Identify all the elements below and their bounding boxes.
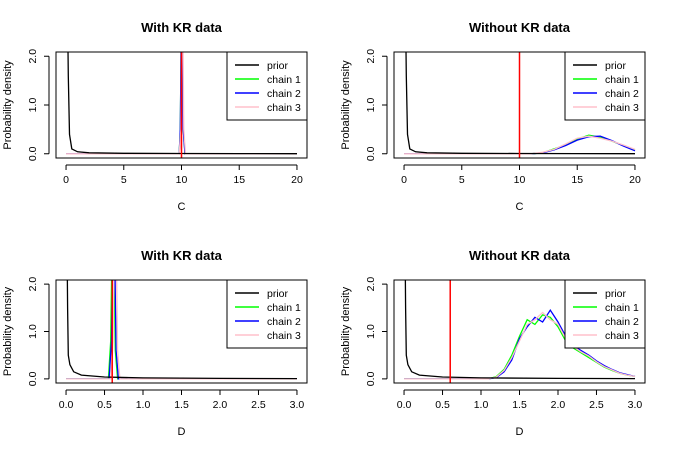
y-tick-label: 0.0 [365,146,377,161]
x-tick-label: 20 [291,174,303,186]
plot-area [404,52,636,158]
y-tick-label: 1.0 [365,98,377,113]
x-tick-label: 5 [459,174,465,186]
x-tick-label: 0 [401,174,407,186]
x-tick-label: 1.0 [136,399,151,411]
legend-box [226,51,308,121]
y-tick-label: 0.0 [365,371,377,386]
legend-label: chain 2 [267,316,301,328]
legend-label: chain 2 [605,316,639,328]
y-tick-label: 0.0 [27,146,39,161]
x-tick-label: 20 [629,174,641,186]
legend-label: chain 1 [267,74,301,86]
chart-title: Without KR data [469,20,571,35]
x-axis-label: C [178,201,186,213]
series-chain-3 [66,280,297,380]
legend-label: chain 2 [267,88,301,100]
legend-label: chain 3 [605,102,639,114]
legend: prior chain 1 chain 2 chain 3 [564,279,646,349]
series-prior [405,52,636,155]
series-prior [66,280,298,380]
x-tick-label: 0.5 [435,399,450,411]
legend-label: chain 2 [605,88,639,100]
x-tick-label: 1.0 [474,399,489,411]
plot-area [66,52,298,158]
legend-label: prior [605,60,627,72]
series-chain-2 [66,280,297,380]
x-tick-label: 2.5 [589,399,604,411]
legend-label: chain 1 [605,302,639,314]
x-tick-label: 0 [63,174,69,186]
x-tick-label: 0.0 [397,399,412,411]
series-prior [67,52,298,155]
x-tick-label: 15 [233,174,245,186]
legend-label: chain 1 [605,74,639,86]
x-tick-label: 10 [514,174,526,186]
chart-title: With KR data [141,248,223,263]
plot-area [66,280,298,383]
chart-panel-3: With KR data D Probability density 0.0 0.5 1.… [2,248,308,438]
y-tick-label: 1.0 [27,98,39,113]
chart-panel-1: With KR data C Probability density 0 5 10 15 20… [2,20,308,213]
x-axis-label: C [516,201,524,213]
y-axis-label: Probability density [2,286,14,376]
x-tick-label: 15 [571,174,583,186]
legend-box [564,51,646,121]
y-tick-label: 2.0 [365,277,377,292]
series-chain-3 [66,52,297,155]
chart-panel-4: Without KR data D Probability density 0.0 0.… [340,248,646,438]
chart-title: Without KR data [469,248,571,263]
legend-label: chain 3 [267,102,301,114]
legend-label: prior [267,60,289,72]
legend-label: chain 1 [267,302,301,314]
series-prior [404,280,636,380]
legend-label: chain 3 [605,330,639,342]
x-tick-label: 5 [121,174,127,186]
chart-panel-2: Without KR data C Probability density 0 5 10 1… [340,20,646,213]
legend-box [564,279,646,349]
legend-label: chain 3 [267,330,301,342]
x-tick-label: 3.0 [628,399,643,411]
y-axis-label: Probability density [340,60,352,150]
x-tick-label: 2.5 [251,399,266,411]
x-tick-label: 3.0 [290,399,305,411]
x-tick-label: 2.0 [213,399,228,411]
y-tick-label: 2.0 [365,49,377,64]
legend: prior chain 1 chain 2 chain 3 [226,51,308,121]
y-tick-label: 1.0 [27,324,39,339]
x-axis-label: D [516,426,524,438]
y-tick-label: 1.0 [365,324,377,339]
chart-title: With KR data [141,20,223,35]
y-tick-label: 2.0 [27,49,39,64]
x-tick-label: 1.5 [512,399,527,411]
y-tick-label: 2.0 [27,277,39,292]
series-chain-1 [66,280,297,380]
x-tick-label: 0.0 [59,399,74,411]
plot-area [404,280,636,383]
x-tick-label: 2.0 [551,399,566,411]
y-axis-label: Probability density [2,60,14,150]
x-tick-label: 10 [176,174,188,186]
series-chain-3 [404,311,636,380]
x-tick-label: 0.5 [97,399,112,411]
legend: prior chain 1 chain 2 chain 3 [564,51,646,121]
y-tick-label: 0.0 [27,371,39,386]
x-axis-label: D [178,426,186,438]
legend-box [226,279,308,349]
series-chain-3 [404,135,636,155]
x-tick-label: 1.5 [174,399,189,411]
legend-label: prior [267,288,289,300]
legend-label: prior [605,288,627,300]
y-axis-label: Probability density [340,286,352,376]
legend: prior chain 1 chain 2 chain 3 [226,279,308,349]
